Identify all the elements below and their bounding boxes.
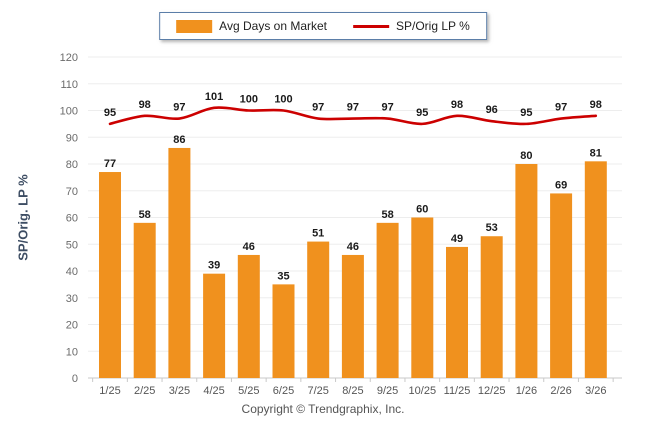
bar-value-label: 58	[381, 209, 393, 221]
bar-series-label: Avg Days on Market	[219, 19, 328, 33]
y-tick-label: 80	[66, 159, 78, 171]
x-tick-label: 4/25	[203, 385, 224, 397]
x-tick-label: 11/25	[444, 385, 471, 397]
line-value-label: 100	[240, 94, 258, 106]
y-tick-label: 30	[66, 293, 78, 305]
bar	[411, 217, 434, 378]
y-tick-label: 90	[66, 132, 78, 144]
line-value-label: 97	[312, 102, 324, 114]
bar-value-label: 60	[416, 204, 428, 216]
bar	[168, 147, 191, 378]
y-tick-label: 70	[66, 186, 78, 198]
y-tick-label: 10	[66, 346, 78, 358]
line-series	[108, 106, 598, 126]
line-value-label: 97	[555, 102, 567, 114]
x-tick-labels: 1/25 2/25 3/25 4/25 5/25 6/25 7/25 8/25 9/25 10/2…	[99, 385, 606, 397]
bar	[341, 254, 364, 378]
line-value-label: 96	[486, 104, 498, 116]
legend-item-bar: Avg Days on Market	[176, 19, 327, 33]
x-tick-label: 5/25	[238, 385, 259, 397]
y-tick-label: 120	[60, 52, 78, 64]
x-tick-label: 12/25	[478, 385, 506, 397]
bar	[99, 172, 121, 378]
x-tick-label: 7/25	[307, 385, 328, 397]
line-value-label: 97	[381, 102, 393, 114]
bar-value-label: 81	[590, 147, 602, 159]
bar	[376, 222, 399, 378]
legend-item-line: SP/Orig LP %	[353, 19, 470, 33]
bar-value-label: 51	[312, 228, 324, 240]
x-tick-label: 6/25	[273, 385, 294, 397]
bar-value-label: 35	[277, 270, 289, 282]
x-tick-label: 1/26	[516, 385, 537, 397]
line-value-label: 97	[173, 102, 185, 114]
y-tick-label: 60	[66, 213, 78, 225]
bar	[272, 284, 295, 378]
line-series-label: SP/Orig LP %	[396, 19, 470, 33]
bar-value-label: 46	[347, 241, 359, 253]
x-tick-label: 1/25	[99, 385, 120, 397]
bar-value-label: 53	[486, 222, 498, 234]
x-tick-label: 9/25	[377, 385, 398, 397]
x-tick-label: 2/25	[134, 385, 155, 397]
x-tick-label: 3/25	[169, 385, 190, 397]
bar-value-label: 58	[139, 209, 151, 221]
bar-value-label: 77	[104, 158, 116, 170]
line-value-label: 101	[205, 91, 223, 103]
bar	[515, 164, 538, 378]
bar	[480, 236, 503, 378]
y-tick-label: 20	[66, 320, 78, 332]
line-value-labels: 95 98 97 101 100 100 97 97 97 95 98 96 95 97 98	[104, 91, 602, 119]
x-axis-ticks	[92, 378, 614, 382]
bar	[203, 273, 226, 378]
bar-value-label: 46	[243, 241, 255, 253]
line-value-label: 98	[451, 99, 463, 111]
bar-value-label: 69	[555, 179, 567, 191]
x-tick-label: 3/26	[585, 385, 606, 397]
bar-series	[99, 147, 607, 378]
bar-value-label: 80	[520, 150, 532, 162]
line-value-label: 98	[139, 99, 151, 111]
chart-legend: Avg Days on Market SP/Orig LP %	[159, 12, 487, 40]
line-path	[108, 106, 598, 126]
bar-series-swatch	[176, 19, 213, 33]
x-tick-label: 10/25	[409, 385, 437, 397]
y-tick-label: 100	[60, 106, 78, 118]
copyright-text: Copyright © Trendgraphix, Inc.	[241, 402, 405, 416]
x-tick-label: 8/25	[342, 385, 363, 397]
y-tick-label: 50	[66, 239, 78, 251]
bar-value-label: 86	[173, 134, 185, 146]
line-value-label: 97	[347, 102, 359, 114]
bar	[550, 193, 573, 378]
line-value-label: 100	[274, 94, 292, 106]
bar	[307, 241, 330, 378]
bar	[584, 161, 607, 378]
line-series-swatch	[353, 24, 390, 28]
y-tick-label: 110	[60, 79, 78, 91]
y-tick-labels: 0 10 20 30 40 50 60 70 80 90 100 110 120	[60, 52, 78, 385]
bar-value-label: 39	[208, 260, 220, 272]
x-tick-label: 2/26	[550, 385, 571, 397]
line-value-label: 95	[520, 107, 532, 119]
line-value-label: 98	[590, 99, 602, 111]
line-value-label: 95	[104, 107, 116, 119]
line-value-label: 95	[416, 107, 428, 119]
bar	[446, 246, 468, 378]
y-axis-title: SP/Orig. LP %	[15, 174, 31, 261]
bar-value-labels: 77 58 86 39 46 35 51 46 58 60 49 53 80 69 81	[104, 134, 602, 282]
y-tick-label: 0	[72, 373, 78, 385]
bar-value-label: 49	[451, 233, 463, 245]
bar	[237, 254, 260, 378]
bar	[133, 222, 156, 378]
y-tick-label: 40	[66, 266, 78, 278]
